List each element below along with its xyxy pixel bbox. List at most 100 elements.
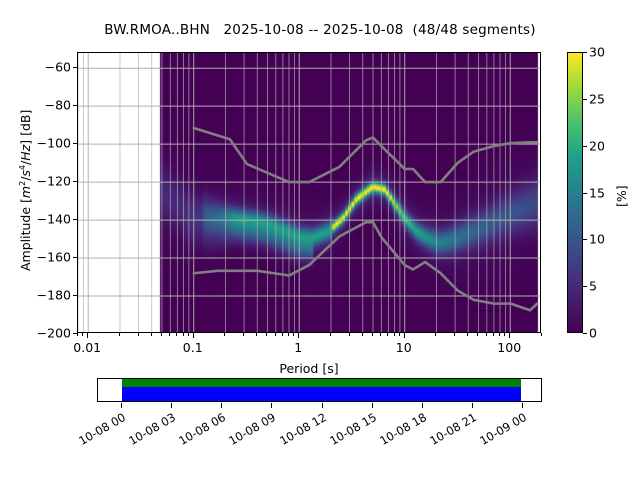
x-tick-mark <box>160 333 162 336</box>
x-tick-label: 0.01 <box>73 340 102 355</box>
y-tick-mark <box>73 181 77 183</box>
y-tick-mark <box>73 143 77 145</box>
y-tick-label: −80 <box>44 97 71 113</box>
ppsd-plot-axes <box>77 52 541 333</box>
x-tick-mark <box>169 333 171 336</box>
x-axis-label: Period [s] <box>279 361 339 376</box>
coverage-tick-mark <box>171 403 173 408</box>
x-tick-mark <box>118 333 120 336</box>
y-tick-mark <box>73 105 77 107</box>
colorbar-tick-mark <box>583 98 587 100</box>
colorbar <box>567 52 583 333</box>
time-coverage-bar <box>97 378 542 402</box>
coverage-tick-label: 10-08 03 <box>126 410 179 448</box>
colorbar-tick-label: 5 <box>589 278 597 294</box>
x-tick-mark <box>293 333 295 336</box>
colorbar-tick-label: 10 <box>589 231 605 247</box>
x-tick-mark <box>509 333 511 338</box>
coverage-tick-mark <box>121 403 123 408</box>
colorbar-tick-mark <box>583 239 587 241</box>
x-tick-mark <box>329 333 331 336</box>
colorbar-tick-label: 20 <box>589 138 605 154</box>
x-tick-mark <box>361 333 363 336</box>
x-tick-mark <box>187 333 189 336</box>
y-tick-label: −180 <box>36 287 71 303</box>
y-tick-label: −120 <box>36 173 71 189</box>
coverage-tick-mark <box>271 403 273 408</box>
x-tick-mark <box>274 333 276 336</box>
x-tick-mark <box>477 333 479 336</box>
coverage-tick-mark <box>521 403 524 408</box>
y-tick-mark <box>73 333 77 335</box>
y-tick-mark <box>73 257 77 259</box>
x-tick-label: 1 <box>294 340 303 355</box>
x-tick-mark <box>224 333 226 336</box>
coverage-segment <box>121 379 522 388</box>
x-tick-mark <box>504 333 506 336</box>
x-tick-mark <box>380 333 382 336</box>
x-tick-mark <box>393 333 395 336</box>
coverage-tick-label: 10-08 06 <box>176 410 229 448</box>
colorbar-tick-label: 25 <box>589 91 605 107</box>
x-tick-mark <box>348 333 350 336</box>
x-tick-mark <box>182 333 184 336</box>
coverage-tick-mark <box>471 403 473 408</box>
x-tick-mark <box>150 333 152 336</box>
x-tick-mark <box>266 333 268 336</box>
x-tick-mark <box>137 333 139 336</box>
x-tick-mark <box>467 333 469 336</box>
x-tick-mark <box>541 333 542 336</box>
x-tick-mark <box>435 333 437 336</box>
plot-clip-region <box>78 53 540 332</box>
coverage-tick-label: 10-08 00 <box>76 410 129 448</box>
coverage-tick-label: 10-08 09 <box>226 410 279 448</box>
x-tick-mark <box>256 333 258 336</box>
noise-model-curves <box>192 126 539 312</box>
x-tick-mark <box>87 333 89 338</box>
y-tick-mark <box>73 295 77 297</box>
y-tick-mark <box>73 67 77 69</box>
x-tick-mark <box>77 333 78 336</box>
x-tick-label: 0.1 <box>182 340 203 355</box>
coverage-segments <box>98 379 541 401</box>
grid-lines <box>78 53 540 332</box>
y-tick-label: −100 <box>36 135 71 151</box>
coverage-tick-label: 10-09 00 <box>477 410 529 448</box>
y-tick-label: −200 <box>36 325 71 341</box>
x-tick-label: 10 <box>395 340 412 355</box>
page-title: BW.RMOA..BHN 2025-10-08 -- 2025-10-08 (4… <box>104 22 536 38</box>
y-axis-label: Amplitude [m2/s4/Hz] [dB] <box>18 109 34 271</box>
colorbar-unit-label: [%] <box>614 184 629 207</box>
x-tick-mark <box>387 333 389 336</box>
x-tick-label: 100 <box>497 340 522 355</box>
colorbar-tick-mark <box>583 333 587 335</box>
colorbar-tick-mark <box>583 286 587 288</box>
x-tick-mark <box>192 333 194 338</box>
coverage-tick-label: 10-08 18 <box>376 410 429 448</box>
colorbar-tick-label: 30 <box>589 44 605 60</box>
coverage-tick-label: 10-08 21 <box>427 410 479 448</box>
x-tick-mark <box>298 333 300 338</box>
y-tick-label: −160 <box>36 249 71 265</box>
colorbar-tick-mark <box>583 192 587 194</box>
x-tick-mark <box>492 333 494 336</box>
y-tick-label: −140 <box>36 211 71 227</box>
coverage-tick-label: 10-08 12 <box>276 410 329 448</box>
x-tick-mark <box>403 333 405 338</box>
colorbar-tick-label: 15 <box>589 185 605 200</box>
x-tick-mark <box>371 333 373 336</box>
coverage-tick-mark <box>221 403 223 408</box>
coverage-segment <box>121 387 522 401</box>
coverage-tick-mark <box>421 403 423 408</box>
coverage-tick-label: 10-08 15 <box>326 410 379 448</box>
x-tick-mark <box>499 333 501 336</box>
x-tick-mark <box>485 333 487 336</box>
coverage-tick-mark <box>321 403 323 408</box>
x-tick-mark <box>82 333 84 336</box>
x-tick-mark <box>288 333 289 336</box>
colorbar-tick-label: 0 <box>589 325 597 341</box>
y-tick-label: −60 <box>44 59 71 75</box>
x-tick-mark <box>176 333 178 336</box>
x-tick-mark <box>398 333 400 336</box>
y-tick-mark <box>73 219 77 221</box>
